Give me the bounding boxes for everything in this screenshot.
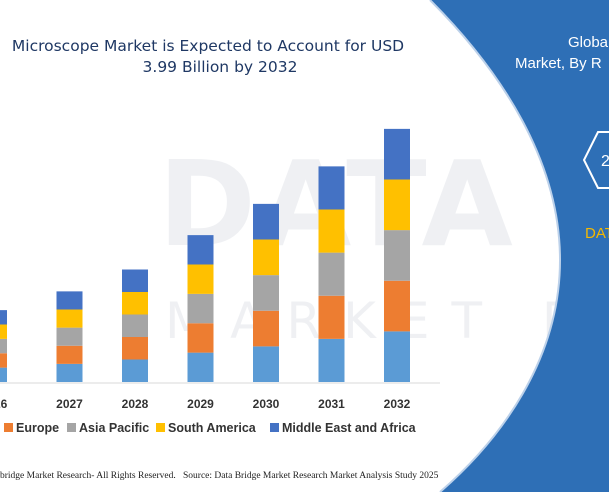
bar-segment-2029-3 xyxy=(187,264,214,294)
right-panel-edge xyxy=(429,0,562,492)
bar-segment-2030-0 xyxy=(253,346,279,382)
legend-swatch-1 xyxy=(4,423,13,432)
bar-segment-2032-0 xyxy=(384,331,410,382)
watermark: DATA BRIDGE MARKET RESEARCH xyxy=(158,135,609,350)
bar-segment-2028-1 xyxy=(122,337,148,360)
legend-label-2: Asia Pacific xyxy=(79,421,149,435)
x-axis-ticks: 2026 2027 2028 2029 2030 2031 2032 xyxy=(0,397,411,411)
bar-segment-2029-2 xyxy=(187,293,214,324)
bar-segment-2031-0 xyxy=(318,338,345,382)
bar-segment-2031-4 xyxy=(318,166,345,210)
right-panel-accent-text: DAT xyxy=(585,225,609,242)
x-tick-label-2032: 2032 xyxy=(384,397,411,411)
bar-segment-2030-1 xyxy=(253,310,279,347)
bar-segment-2027-0 xyxy=(56,363,83,382)
bar-segment-2029-1 xyxy=(187,323,214,353)
bar-segment-2026-0 xyxy=(0,367,7,382)
source-footer: Source: Data Bridge Market Research Mark… xyxy=(183,471,439,481)
chart-title-line-1: Microscope Market is Expected to Account… xyxy=(11,37,405,55)
legend-label-3: South America xyxy=(168,421,257,435)
legend-swatch-2 xyxy=(67,423,76,432)
bar-segment-2027-3 xyxy=(56,309,83,328)
right-panel-title-2: Market, By R xyxy=(515,55,602,72)
right-panel-shape xyxy=(430,0,609,492)
x-tick-label-2026: 2026 xyxy=(0,397,8,411)
bar-segment-2028-0 xyxy=(122,359,148,382)
bar-segment-2027-1 xyxy=(56,345,83,364)
x-tick-label-2030: 2030 xyxy=(253,397,280,411)
bar-segment-2026-3 xyxy=(0,324,7,339)
x-tick-label-2029: 2029 xyxy=(187,397,214,411)
bar-segment-2029-0 xyxy=(187,352,214,382)
legend-label-4: Middle East and Africa xyxy=(282,421,417,435)
bar-segment-2031-1 xyxy=(318,295,345,339)
bar-segment-2028-4 xyxy=(122,269,148,292)
bar-segment-2030-3 xyxy=(253,239,279,276)
bar-segment-2028-3 xyxy=(122,292,148,315)
bar-segment-2029-4 xyxy=(187,235,214,265)
bar-segment-2028-2 xyxy=(122,314,148,337)
right-panel-title-1: Globa xyxy=(568,34,609,51)
bar-segment-2026-2 xyxy=(0,338,7,354)
x-tick-label-2027: 2027 xyxy=(56,397,83,411)
legend-swatch-4 xyxy=(270,423,279,432)
bar-segment-2032-4 xyxy=(384,128,410,180)
plot-area xyxy=(0,128,410,382)
bar-segment-2031-2 xyxy=(318,252,345,296)
bar-segment-2027-4 xyxy=(56,291,83,310)
watermark-line-1: DATA BRIDGE xyxy=(158,135,609,273)
chart-title-line-2: 3.99 Billion by 2032 xyxy=(142,58,298,76)
bar-segment-2026-4 xyxy=(0,310,7,325)
bar-segment-2030-2 xyxy=(253,275,279,311)
hexagon-badge xyxy=(582,131,609,189)
bar-segment-2032-1 xyxy=(384,280,410,332)
bar-segment-2032-2 xyxy=(384,230,410,281)
bar-segment-2031-3 xyxy=(318,209,345,253)
hexagon-badge-text: 2 xyxy=(601,153,609,170)
bar-segment-2026-1 xyxy=(0,353,7,368)
x-tick-label-2028: 2028 xyxy=(122,397,149,411)
legend-swatch-3 xyxy=(156,423,165,432)
legend-label-1: Europe xyxy=(16,421,59,435)
copyright-footer: bridge Market Research- All Rights Reser… xyxy=(0,471,176,481)
bar-segment-2030-4 xyxy=(253,203,279,240)
bar-segment-2027-2 xyxy=(56,327,83,346)
right-panel: Globa Market, By R 2 DAT xyxy=(429,0,609,492)
bar-segment-2032-3 xyxy=(384,179,410,231)
x-tick-label-2031: 2031 xyxy=(318,397,345,411)
